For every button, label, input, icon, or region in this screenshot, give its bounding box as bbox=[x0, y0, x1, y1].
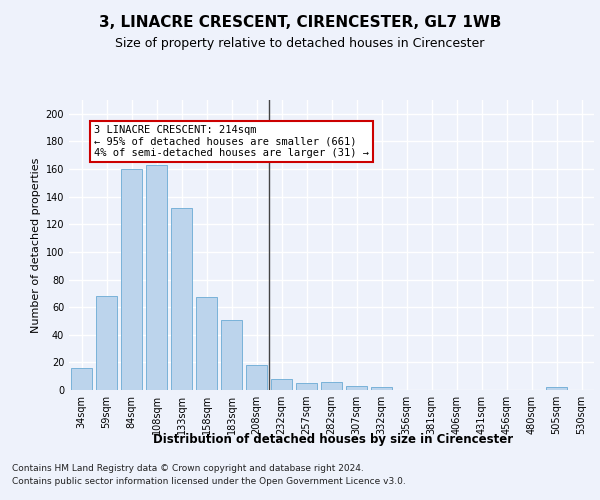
Bar bbox=[546, 387, 567, 390]
Bar bbox=[296, 383, 317, 390]
Bar bbox=[246, 365, 267, 390]
Bar bbox=[221, 320, 242, 390]
Bar bbox=[171, 208, 192, 390]
Text: 3, LINACRE CRESCENT, CIRENCESTER, GL7 1WB: 3, LINACRE CRESCENT, CIRENCESTER, GL7 1W… bbox=[99, 15, 501, 30]
Bar bbox=[146, 165, 167, 390]
Text: 3 LINACRE CRESCENT: 214sqm
← 95% of detached houses are smaller (661)
4% of semi: 3 LINACRE CRESCENT: 214sqm ← 95% of deta… bbox=[94, 125, 369, 158]
Bar bbox=[71, 368, 92, 390]
Y-axis label: Number of detached properties: Number of detached properties bbox=[31, 158, 41, 332]
Bar bbox=[196, 298, 217, 390]
Text: Contains HM Land Registry data © Crown copyright and database right 2024.: Contains HM Land Registry data © Crown c… bbox=[12, 464, 364, 473]
Text: Distribution of detached houses by size in Cirencester: Distribution of detached houses by size … bbox=[153, 432, 513, 446]
Bar bbox=[96, 296, 117, 390]
Text: Size of property relative to detached houses in Cirencester: Size of property relative to detached ho… bbox=[115, 38, 485, 51]
Bar bbox=[371, 387, 392, 390]
Bar bbox=[321, 382, 342, 390]
Bar bbox=[271, 379, 292, 390]
Text: Contains public sector information licensed under the Open Government Licence v3: Contains public sector information licen… bbox=[12, 478, 406, 486]
Bar bbox=[121, 169, 142, 390]
Bar bbox=[346, 386, 367, 390]
